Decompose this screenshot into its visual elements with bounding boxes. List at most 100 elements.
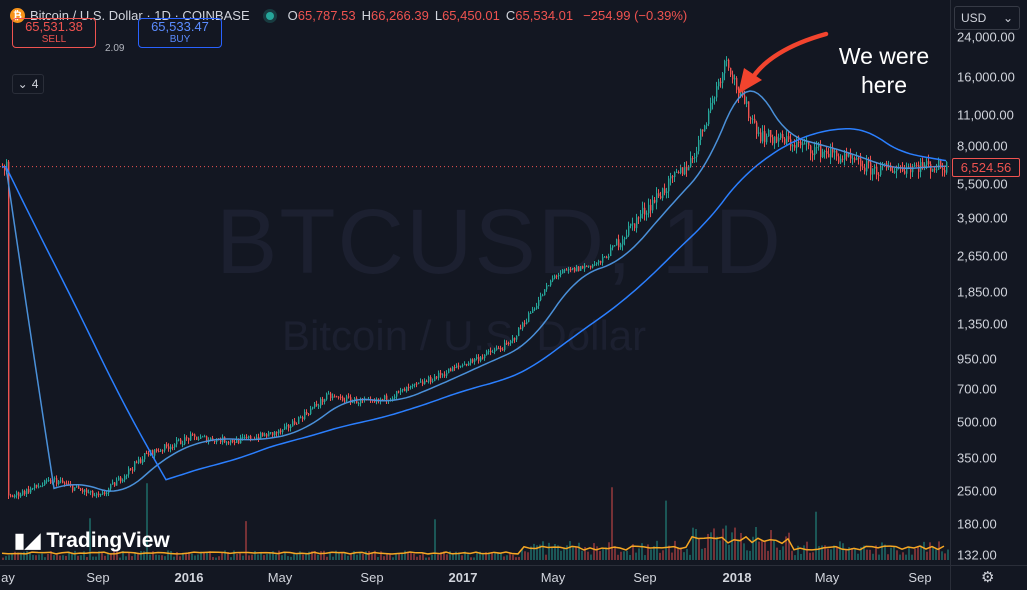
candle-body xyxy=(140,459,142,463)
candle-body xyxy=(750,118,752,120)
volume-bar xyxy=(257,554,259,560)
volume-bar xyxy=(464,551,466,560)
candle-body xyxy=(668,178,670,192)
candle-body xyxy=(256,437,258,440)
volume-bar xyxy=(299,551,301,560)
volume-bar xyxy=(788,532,790,560)
volume-bar xyxy=(560,550,562,560)
time-axis-label: May xyxy=(814,570,840,585)
volume-bar xyxy=(557,545,559,560)
candle-body xyxy=(298,417,300,424)
volume-bar xyxy=(905,554,907,560)
spread-value: 2.09 xyxy=(105,43,125,54)
candle-body xyxy=(204,436,206,438)
candle-body xyxy=(686,166,688,171)
volume-bar xyxy=(176,552,178,560)
volume-bar xyxy=(659,552,661,560)
volume-bar xyxy=(773,539,775,560)
candle-body xyxy=(718,81,720,87)
change-value: −254.99 (−0.39%) xyxy=(583,8,688,23)
volume-bar xyxy=(722,528,724,560)
candle-body xyxy=(142,459,144,463)
candle-body xyxy=(174,444,176,448)
candle-body xyxy=(102,492,104,495)
candle-body xyxy=(324,399,326,402)
price-axis-label: 250.00 xyxy=(957,483,997,499)
volume-bar xyxy=(647,544,649,560)
volume-bar xyxy=(716,536,718,560)
volume-bar xyxy=(170,550,172,560)
candle-body xyxy=(294,421,296,424)
candle-body xyxy=(104,492,106,495)
volume-bar xyxy=(401,553,403,560)
volume-bar xyxy=(524,551,526,560)
buy-label: BUY xyxy=(169,34,191,45)
volume-bar xyxy=(878,554,880,560)
price-axis[interactable]: 24,000.00 16,000.00 11,000.00 8,000.00 5,500… xyxy=(950,0,1027,565)
volume-bar xyxy=(536,545,538,560)
candle-body xyxy=(580,266,582,271)
chart-pane[interactable]: BTCUSD, 1D Bitcoin / U.S. Dollar ₿ Bitco… xyxy=(0,0,950,565)
volume-bar xyxy=(230,557,232,560)
volume-bar xyxy=(908,546,910,560)
volume-bar xyxy=(779,550,781,560)
volume-bar xyxy=(836,547,838,560)
symbol-title[interactable]: Bitcoin / U.S. Dollar · 1D · COINBASE xyxy=(30,8,250,23)
candle-body xyxy=(766,136,768,143)
market-status-icon[interactable] xyxy=(265,11,274,20)
candle-body xyxy=(398,391,400,393)
gear-icon[interactable]: ⚙ xyxy=(981,569,995,586)
volume-bar xyxy=(899,554,901,560)
candle-body xyxy=(474,359,476,362)
candle-body xyxy=(106,492,108,495)
sell-button[interactable]: 65,531.38 SELL xyxy=(12,18,96,48)
volume-bar xyxy=(929,542,931,560)
candle-body xyxy=(676,171,678,173)
volume-bar xyxy=(758,541,760,560)
candle-body xyxy=(374,401,376,403)
time-axis-label: Sep xyxy=(86,570,110,585)
volume-bar xyxy=(539,544,541,560)
volume-bar xyxy=(632,544,634,560)
volume-bar xyxy=(359,551,361,560)
volume-bar xyxy=(857,553,859,560)
candle-body xyxy=(648,204,650,214)
candle-body xyxy=(446,373,448,376)
candle-body xyxy=(532,309,534,313)
volume-bar xyxy=(95,556,97,560)
candle-body xyxy=(186,437,188,439)
candle-body xyxy=(822,151,824,158)
volume-bar xyxy=(695,528,697,560)
volume-bar xyxy=(50,551,52,560)
volume-bar xyxy=(680,547,682,560)
time-axis-label: Sep xyxy=(908,570,932,585)
candle-body xyxy=(146,453,148,455)
currency-selector[interactable]: USD ⌄ xyxy=(954,6,1020,30)
candle-body xyxy=(642,207,644,214)
candle-body xyxy=(490,350,492,353)
tradingview-logo[interactable]: ▮◢ TradingView xyxy=(14,528,170,553)
candle-body xyxy=(334,396,336,398)
candle-body xyxy=(626,235,628,238)
candle-body xyxy=(242,437,244,439)
volume-bar xyxy=(728,544,730,560)
tradingview-logo-text: TradingView xyxy=(46,528,170,552)
volume-bar xyxy=(491,552,493,560)
volume-bar xyxy=(683,552,685,560)
time-axis-label: May xyxy=(267,570,293,585)
volume-bar xyxy=(740,532,742,560)
buy-button[interactable]: 65,533.47 BUY xyxy=(138,18,222,48)
volume-bar xyxy=(473,557,475,560)
volume-bar xyxy=(440,552,442,560)
volume-bar xyxy=(596,546,598,560)
volume-bar xyxy=(890,547,892,560)
volume-bar xyxy=(941,551,943,560)
price-chart[interactable] xyxy=(0,0,950,565)
candle-body xyxy=(638,217,640,219)
time-axis[interactable]: ay Sep 2016 May Sep 2017 May Sep 2018 May Sep xyxy=(0,565,950,590)
volume-bar xyxy=(938,541,940,560)
candle-body xyxy=(664,188,666,193)
volume-bar xyxy=(80,555,82,560)
candle-body xyxy=(678,171,680,173)
indicators-toggle-button[interactable]: ⌄ 4 xyxy=(12,74,44,94)
